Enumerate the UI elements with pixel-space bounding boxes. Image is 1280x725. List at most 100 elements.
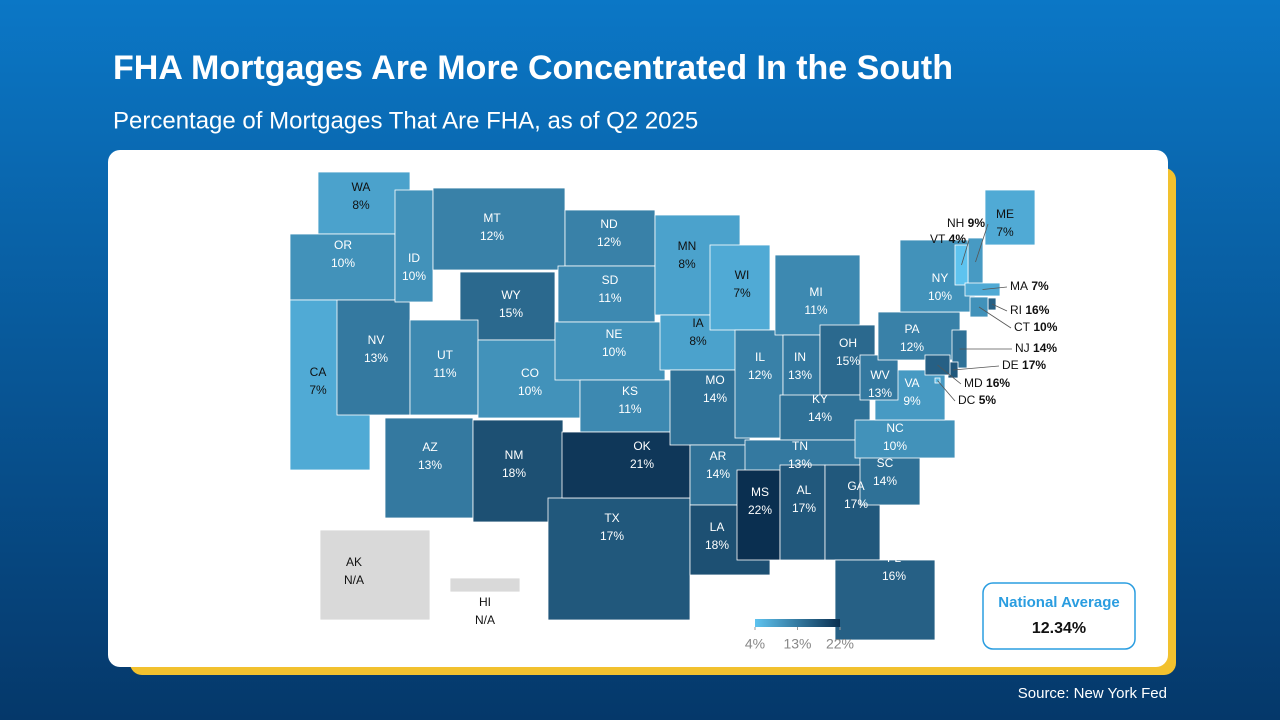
state [834,559,936,641]
map: WA 8% OR 10% CA 7% NV 13% ID 10% MT 12% WY 15% UT 11% CO… [289,171,1136,652]
state-code: MA [1010,279,1028,293]
state-code: FL [887,551,901,565]
state-code: NY [932,271,949,285]
legend-label: 22% [826,636,854,652]
state [579,379,681,433]
legend-scale [755,619,840,627]
state-code: RI [1010,303,1022,317]
state-code: CT [1014,320,1031,334]
state-value: 5% [979,393,997,407]
state-value: 12% [900,340,924,354]
state-code: IA [692,316,703,330]
state [859,354,899,401]
state-value: 7% [733,286,751,300]
state-code: TN [792,439,808,453]
state-value: 7% [1031,279,1049,293]
state-value: 11% [618,402,641,416]
state-value: 13% [364,351,388,365]
state-code: NE [606,327,623,341]
state-value: 17% [1022,358,1046,372]
state-callout: DE 17% [1002,358,1046,372]
state [561,431,691,499]
state-value: 13% [788,457,812,471]
state-value: 18% [502,466,526,480]
state-code: HI [479,595,491,609]
state-value: 11% [433,366,456,380]
state [877,311,961,361]
state-value: 18% [705,538,729,552]
state-value: 12% [597,235,621,249]
state-value: 10% [928,289,952,303]
state-code: ND [600,217,618,231]
state-value: 14% [706,467,730,481]
state-code: DE [1002,358,1019,372]
state-value: 16% [882,569,906,583]
state [859,454,921,506]
state-value: 14% [873,474,897,488]
state-code: NC [886,421,904,435]
state [449,577,521,593]
state-value: 17% [792,501,816,515]
state-code: OR [334,238,352,252]
state-value: 4% [949,232,967,246]
state-value: 9% [968,216,986,230]
state-code: DC [958,393,976,407]
state-callout: RI 16% [1010,303,1050,317]
state [734,329,784,439]
state-code: UT [437,348,454,362]
state-code: MS [751,485,769,499]
leader-line [937,380,956,402]
state-code: CO [521,366,539,380]
state [432,187,566,271]
national-average-value: 12.34% [1032,620,1086,637]
state-value: 10% [518,384,542,398]
state-code: IL [755,350,765,364]
state-value: 14% [703,391,727,405]
source: Source: New York Fed [1018,685,1167,702]
state-code: MO [705,373,724,387]
leader-line [952,365,1000,371]
state [409,319,479,416]
state [984,189,1036,246]
state-code: WV [870,368,889,382]
state-value: 15% [499,306,523,320]
state-value: 10% [602,345,626,359]
state [394,189,434,303]
leader-line [961,239,970,266]
state-code: NH [947,216,964,230]
state [564,209,656,267]
state-value: 8% [689,334,707,348]
state-code: IN [794,350,806,364]
state-callout: MD 16% [964,376,1010,390]
state-value: 17% [600,529,624,543]
state-callout: MA 7% [1010,279,1049,293]
state [774,254,861,336]
state-value: 8% [352,198,370,212]
state-code: AK [346,555,362,569]
state-code: VT [930,232,946,246]
state [547,497,691,621]
state-code: KY [812,392,828,406]
state [289,233,396,301]
state-value: 22% [748,503,772,517]
state [554,321,666,381]
state-value: 13% [868,386,892,400]
state-value: 9% [903,394,921,408]
state-value: 17% [844,497,868,511]
state-code: CA [310,365,327,379]
state-code: GA [847,479,864,493]
legend-label: 4% [745,636,765,652]
state-code: MN [678,239,697,253]
state-code: MT [483,211,501,225]
state-value: N/A [344,573,364,587]
state [779,394,871,441]
state-value: 10% [883,439,907,453]
state-value: 10% [402,269,426,283]
leader-line [975,223,989,263]
state [736,469,781,561]
state-value: 15% [836,354,860,368]
state-value: 11% [598,291,621,305]
state-code: ID [408,251,420,265]
state-value: 12% [748,368,772,382]
